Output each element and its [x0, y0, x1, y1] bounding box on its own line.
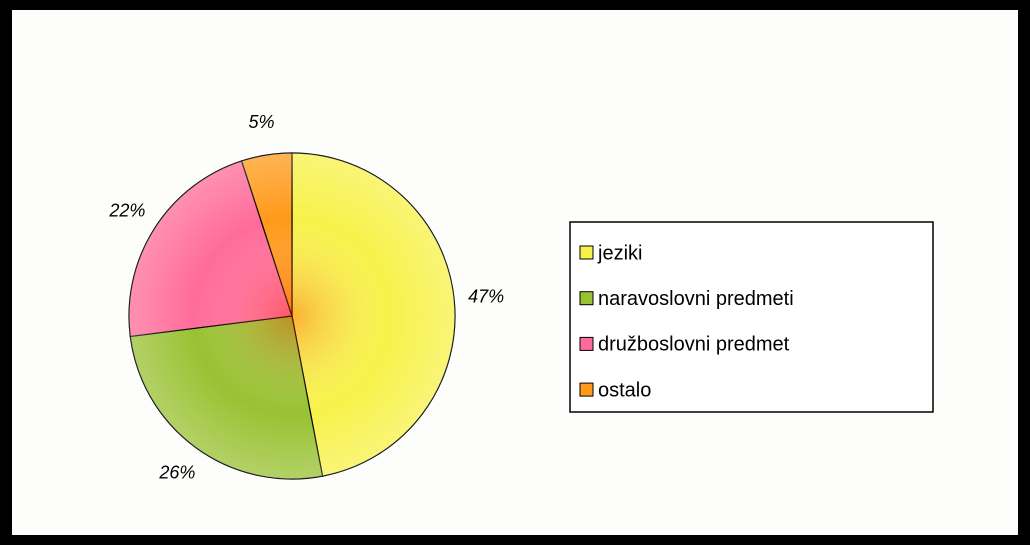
slice-label: 22%	[108, 200, 145, 220]
slice-label: 26%	[158, 463, 195, 483]
slice-label: 47%	[468, 286, 504, 306]
legend-box	[569, 221, 934, 413]
legend-label: jeziki	[597, 242, 642, 264]
legend-swatch	[579, 291, 594, 306]
slice-label: 5%	[248, 112, 274, 132]
legend-swatch	[579, 382, 594, 397]
legend-label: naravoslovni predmeti	[598, 288, 794, 310]
legend-label: družboslovni predmet	[598, 334, 790, 356]
legend-swatch	[579, 336, 594, 351]
legend-swatch	[579, 245, 594, 260]
legend-label: ostalo	[598, 379, 651, 401]
